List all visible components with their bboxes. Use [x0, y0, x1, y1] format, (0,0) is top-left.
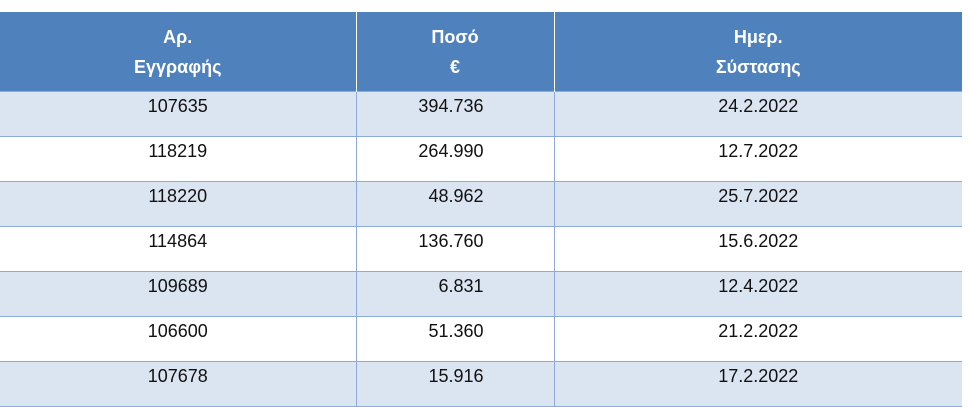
- table-row: 106600 51.360 21.2.2022: [0, 316, 962, 362]
- registration-number-cell: 106600: [0, 316, 357, 362]
- registration-number-cell: 109689: [0, 271, 357, 317]
- table-row: 114864 136.760 15.6.2022: [0, 226, 962, 272]
- date-cell: 21.2.2022: [554, 316, 962, 362]
- table-row: 107635 394.736 24.2.2022: [0, 91, 962, 137]
- amount-cell: 6.831: [356, 271, 555, 317]
- registry-table: Αρ. Εγγραφής Ποσό € Ημερ. Σύστασης 10763…: [0, 12, 962, 407]
- header-amount: Ποσό €: [356, 12, 555, 92]
- table-row: 107678 15.916 17.2.2022: [0, 361, 962, 407]
- header-registration-line-1: Αρ.: [163, 26, 193, 47]
- header-amount-line-2: €: [449, 56, 460, 77]
- date-cell: 15.6.2022: [554, 226, 962, 272]
- table-row: 118220 48.962 25.7.2022: [0, 181, 962, 227]
- registration-number-cell: 107635: [0, 91, 357, 137]
- date-cell: 17.2.2022: [554, 361, 962, 407]
- header-registration-number: Αρ. Εγγραφής: [0, 12, 357, 92]
- amount-cell: 264.990: [356, 136, 555, 182]
- header-date: Ημερ. Σύστασης: [554, 12, 962, 92]
- date-cell: 25.7.2022: [554, 181, 962, 227]
- date-cell: 12.7.2022: [554, 136, 962, 182]
- amount-cell: 51.360: [356, 316, 555, 362]
- header-amount-line-1: Ποσό: [431, 26, 479, 47]
- table-body: 107635 394.736 24.2.2022 118219 264.990 …: [0, 91, 962, 407]
- registration-number-cell: 118219: [0, 136, 357, 182]
- amount-cell: 48.962: [356, 181, 555, 227]
- header-registration-line-2: Εγγραφής: [134, 56, 222, 77]
- header-date-line-2: Σύστασης: [715, 56, 801, 77]
- registration-number-cell: 118220: [0, 181, 357, 227]
- table-row: 118219 264.990 12.7.2022: [0, 136, 962, 182]
- table-header: Αρ. Εγγραφής Ποσό € Ημερ. Σύστασης: [0, 12, 962, 92]
- amount-cell: 394.736: [356, 91, 555, 137]
- date-cell: 12.4.2022: [554, 271, 962, 317]
- date-cell: 24.2.2022: [554, 91, 962, 137]
- amount-cell: 136.760: [356, 226, 555, 272]
- amount-cell: 15.916: [356, 361, 555, 407]
- header-row: Αρ. Εγγραφής Ποσό € Ημερ. Σύστασης: [0, 12, 962, 92]
- registration-number-cell: 107678: [0, 361, 357, 407]
- header-date-line-1: Ημερ.: [733, 26, 783, 47]
- table-row: 109689 6.831 12.4.2022: [0, 271, 962, 317]
- registration-number-cell: 114864: [0, 226, 357, 272]
- registry-table-container: Αρ. Εγγραφής Ποσό € Ημερ. Σύστασης 10763…: [0, 12, 962, 407]
